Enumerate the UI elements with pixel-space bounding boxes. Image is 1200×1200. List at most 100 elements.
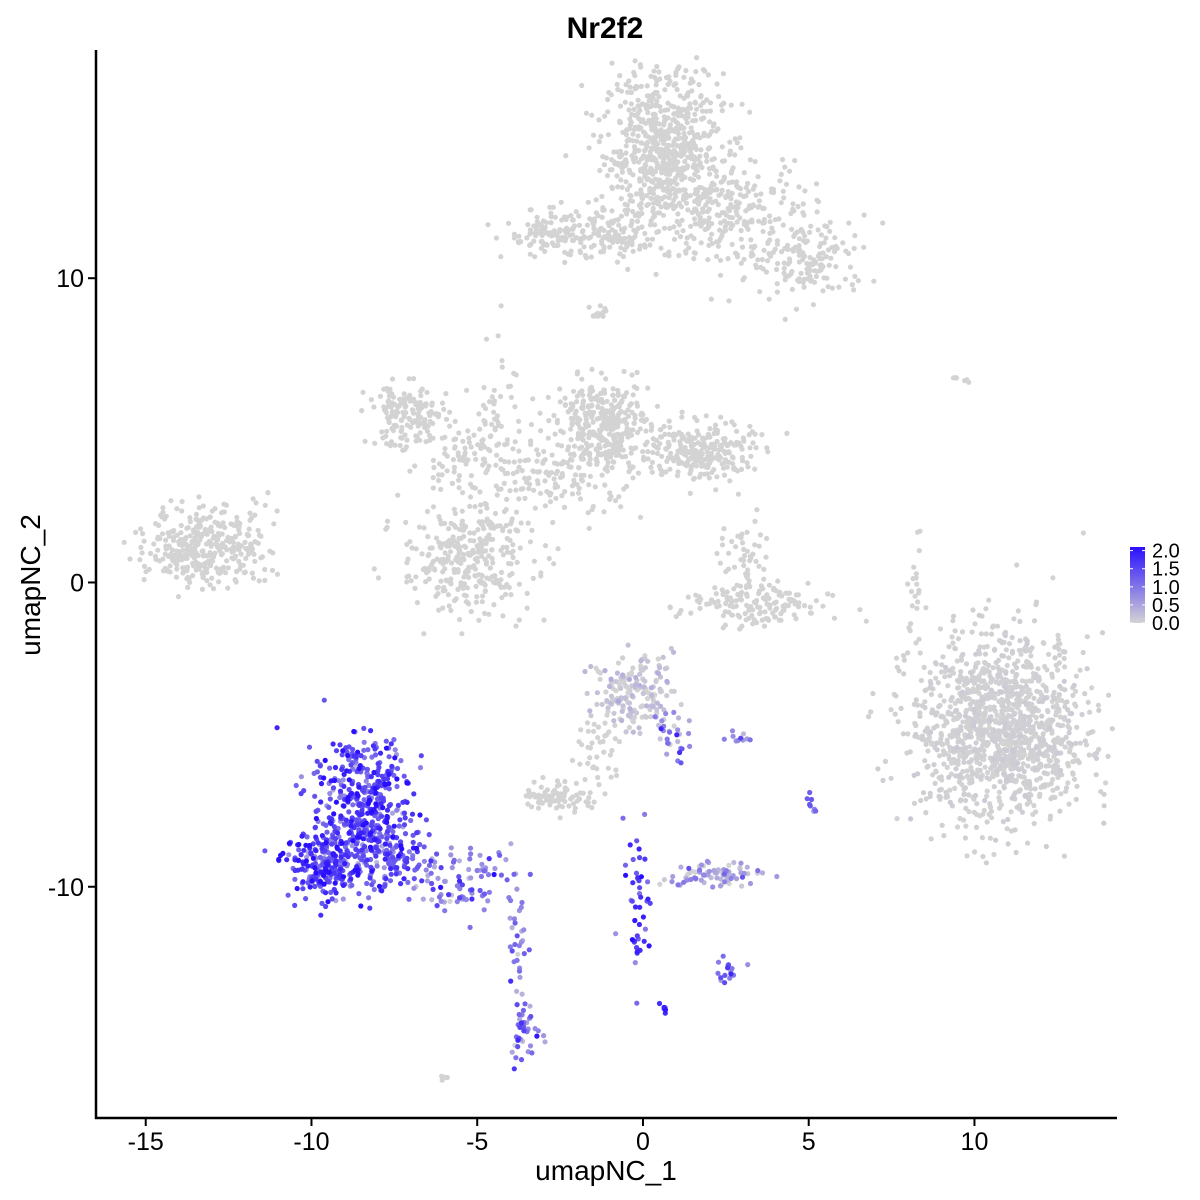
cell-point — [501, 458, 508, 465]
cell-point — [748, 453, 754, 459]
cell-point — [465, 457, 471, 463]
cell-point — [687, 490, 693, 496]
cell-point — [1022, 713, 1028, 720]
cell-point — [476, 411, 482, 417]
cell-point — [185, 584, 191, 591]
cell-point — [1055, 667, 1061, 673]
cell-point — [550, 789, 556, 795]
cell-point — [681, 193, 687, 199]
cell-point — [749, 250, 755, 256]
cell-point — [452, 418, 458, 424]
cell-point — [404, 437, 410, 443]
cell-point — [633, 83, 640, 89]
cell-point — [964, 853, 970, 859]
cell-point — [1101, 791, 1107, 797]
cell-point — [655, 445, 661, 451]
cell-point — [274, 571, 281, 577]
cell-point — [756, 203, 763, 210]
cell-point — [626, 700, 633, 706]
cell-point — [627, 688, 633, 694]
cell-point — [408, 424, 414, 430]
cell-point — [955, 685, 961, 691]
cell-point — [304, 854, 310, 860]
cell-point — [563, 153, 569, 159]
cell-point — [1043, 763, 1049, 769]
cell-point — [605, 765, 612, 771]
cell-point — [958, 724, 964, 730]
cell-point — [1061, 678, 1067, 684]
cell-point — [431, 864, 437, 870]
cell-point — [580, 398, 587, 404]
cell-point — [455, 586, 461, 593]
cell-point — [196, 505, 202, 511]
cell-point — [427, 410, 433, 416]
cell-point — [726, 862, 732, 869]
cell-point — [724, 589, 730, 595]
cell-point — [969, 629, 975, 635]
cell-point — [1012, 678, 1018, 684]
cell-point — [998, 679, 1004, 685]
cell-point — [911, 564, 917, 570]
cell-point — [780, 603, 786, 609]
cell-point — [653, 82, 659, 88]
cell-point — [1054, 763, 1061, 769]
cell-point — [914, 702, 921, 708]
cell-point — [647, 222, 654, 228]
cell-point — [668, 178, 674, 184]
cell-point — [976, 612, 982, 618]
cell-point — [699, 116, 705, 122]
cell-point — [449, 541, 455, 547]
cell-point — [591, 721, 597, 727]
cell-point — [643, 120, 649, 126]
cell-point — [949, 694, 955, 701]
cell-point — [587, 234, 594, 240]
cell-point — [694, 417, 700, 424]
cell-point — [1067, 749, 1073, 755]
cell-point — [744, 529, 750, 535]
cell-point — [693, 146, 700, 152]
cell-point — [608, 676, 614, 682]
cell-point — [598, 133, 604, 139]
cell-point — [412, 585, 418, 592]
cell-point — [683, 107, 689, 113]
cell-point — [644, 83, 650, 89]
cell-point — [600, 235, 606, 241]
cell-point — [997, 779, 1003, 785]
cell-point — [1084, 666, 1090, 672]
cell-point — [1057, 808, 1063, 814]
cell-point — [693, 448, 699, 454]
cell-point — [424, 570, 430, 576]
cell-point — [1016, 647, 1023, 653]
cell-point — [640, 449, 646, 455]
cell-point — [436, 539, 442, 546]
cell-point — [991, 691, 998, 697]
cell-point — [623, 179, 629, 185]
cell-point — [1050, 776, 1056, 783]
cell-point — [518, 520, 524, 526]
cell-point — [531, 223, 537, 229]
cell-point — [494, 523, 500, 529]
cell-point — [435, 584, 441, 591]
cell-point — [801, 212, 807, 218]
cell-point — [658, 108, 664, 114]
cell-point — [184, 525, 190, 531]
cell-point — [525, 801, 531, 807]
cell-point — [420, 896, 426, 902]
cell-point — [657, 665, 663, 671]
cell-point — [719, 535, 725, 542]
cell-point — [796, 276, 802, 282]
cell-point — [236, 542, 242, 548]
cell-point — [630, 719, 637, 725]
cell-point — [658, 204, 664, 210]
cell-point — [788, 210, 794, 217]
cell-point — [259, 554, 265, 560]
cell-point — [1029, 754, 1035, 760]
cell-point — [190, 573, 196, 579]
cell-point — [753, 192, 759, 198]
cell-point — [1018, 651, 1024, 657]
cell-point — [627, 183, 633, 189]
cell-point — [790, 201, 796, 207]
cell-point — [756, 588, 763, 594]
cell-point — [619, 717, 625, 724]
cell-point — [175, 594, 182, 600]
